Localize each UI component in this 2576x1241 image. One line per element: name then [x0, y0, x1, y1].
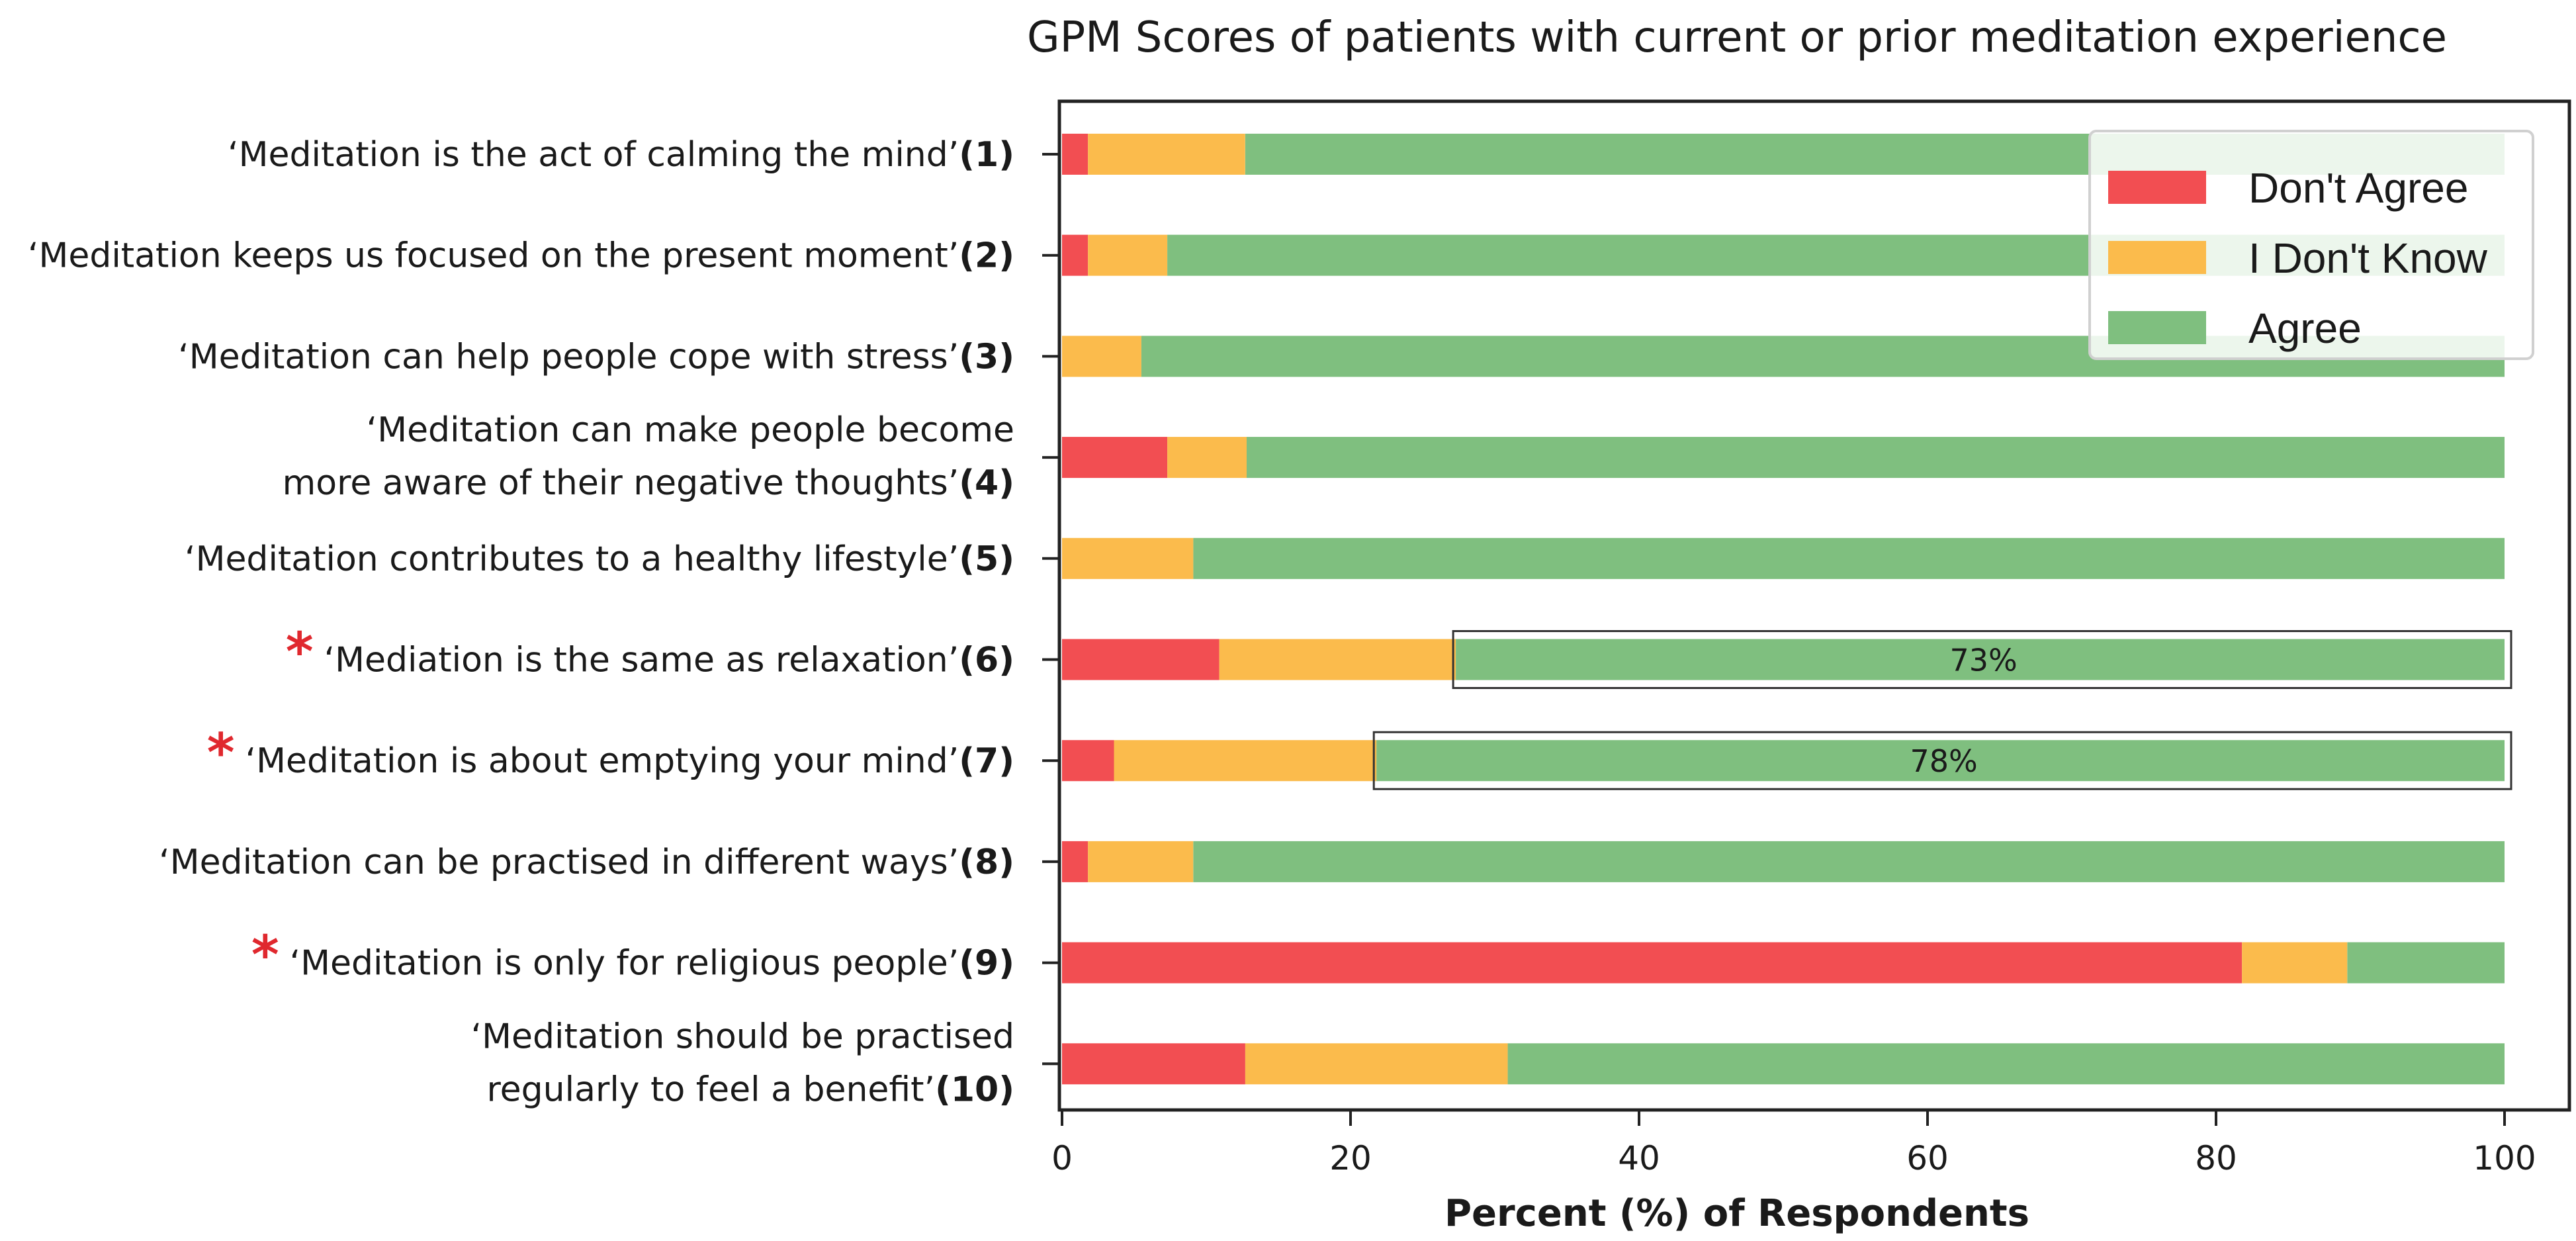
chart-title: GPM Scores of patients with current or p… [1027, 13, 2447, 62]
category-label-6: ‘Mediation is the same as relaxation’(6) [324, 641, 1014, 680]
category-number-4: (4) [959, 463, 1014, 503]
category-text-7: ‘Meditation is about emptying your mind’ [245, 741, 959, 781]
category-label-8: ‘Meditation can be practised in differen… [159, 843, 1014, 882]
legend-label-don-t-agree: Don't Agree [2248, 164, 2468, 212]
category-label-1: ‘Meditation is the act of calming the mi… [228, 135, 1014, 175]
category-number-9: (9) [959, 944, 1014, 984]
x-tick-label-40: 40 [1618, 1139, 1660, 1177]
bar-agree-5 [1193, 537, 2505, 579]
bar-don-t-agree-8 [1062, 841, 1088, 882]
bar-i-don-t-know-8 [1088, 841, 1194, 882]
category-text-3: ‘Meditation can help people cope with st… [178, 337, 959, 377]
x-axis-label: Percent (%) of Respondents [1444, 1192, 2029, 1235]
category-labels: ‘Meditation is the act of calming the mi… [28, 135, 1014, 1109]
category-text-8: ‘Meditation can be practised in differen… [159, 843, 959, 882]
bar-i-don-t-know-2 [1088, 234, 1168, 276]
bar-i-don-t-know-10 [1245, 1043, 1508, 1085]
category-number-8: (8) [959, 843, 1014, 882]
category-label-10: regularly to feel a benefit’(10) [486, 1070, 1014, 1109]
category-label-4-line1: ‘Meditation can make people become [367, 410, 1014, 450]
bar-i-don-t-know-4 [1167, 437, 1247, 479]
category-text-10: regularly to feel a benefit’ [486, 1070, 935, 1109]
legend-swatch-i-don-t-know [2108, 241, 2206, 274]
category-text-1: ‘Meditation is the act of calming the mi… [228, 135, 959, 175]
x-tick-label-80: 80 [2195, 1139, 2237, 1177]
plot-frame [1057, 99, 2571, 1112]
bar-agree-8 [1193, 841, 2505, 882]
category-number-10: (10) [935, 1070, 1014, 1109]
bar-i-don-t-know-9 [2242, 942, 2348, 984]
category-text-5: ‘Meditation contributes to a healthy lif… [185, 539, 959, 579]
significance-star-9: * [251, 925, 279, 986]
annotation-label-7: 78% [1910, 743, 1977, 779]
category-label-2: ‘Meditation keeps us focused on the pres… [28, 236, 1014, 276]
x-tick-label-60: 60 [1906, 1139, 1949, 1177]
category-number-3: (3) [959, 337, 1014, 377]
bar-i-don-t-know-1 [1088, 134, 1245, 175]
significance-star-6: * [286, 621, 314, 683]
category-text-9: ‘Meditation is only for religious people… [290, 944, 959, 984]
bar-agree-10 [1507, 1043, 2505, 1085]
significance-star-7: * [207, 722, 235, 784]
bar-i-don-t-know-5 [1062, 537, 1194, 579]
category-text-2: ‘Meditation keeps us focused on the pres… [28, 236, 959, 276]
category-label-9: ‘Meditation is only for religious people… [290, 944, 1014, 984]
legend-label-i-don-t-know: I Don't Know [2248, 234, 2488, 282]
category-number-5: (5) [959, 539, 1014, 579]
bar-agree-7 [1376, 740, 2505, 782]
x-axis: 0 20 40 60 80 100 [1042, 153, 2536, 1177]
x-tick-label-100: 100 [2473, 1139, 2536, 1177]
category-label-4: more aware of their negative thoughts’(4… [283, 463, 1014, 503]
legend-label-agree: Agree [2248, 304, 2362, 352]
x-tick-label-20: 20 [1329, 1139, 1372, 1177]
bar-don-t-agree-1 [1062, 134, 1088, 175]
category-text-6: ‘Mediation is the same as relaxation’ [324, 641, 959, 680]
legend-swatch-agree [2108, 311, 2206, 344]
bar-don-t-agree-6 [1062, 639, 1220, 680]
bar-i-don-t-know-7 [1114, 740, 1377, 782]
category-number-1: (1) [959, 135, 1014, 175]
category-label-10-line1: ‘Meditation should be practised [471, 1017, 1014, 1056]
x-tick-label-0: 0 [1051, 1139, 1073, 1177]
bar-don-t-agree-10 [1062, 1043, 1245, 1085]
bar-agree-9 [2347, 942, 2505, 984]
annotation-box-6 [1452, 630, 2512, 689]
bar-don-t-agree-4 [1062, 437, 1168, 479]
category-text-4: more aware of their negative thoughts’ [283, 463, 959, 503]
bar-agree-6 [1456, 639, 2505, 680]
bar-don-t-agree-7 [1062, 740, 1114, 782]
annotation-box-7 [1372, 731, 2512, 790]
category-label-5: ‘Meditation contributes to a healthy lif… [185, 539, 1014, 579]
bar-agree-4 [1247, 437, 2505, 479]
legend-swatch-don-t-agree [2108, 171, 2206, 204]
category-number-6: (6) [959, 641, 1014, 680]
bar-don-t-agree-2 [1062, 234, 1088, 276]
annotation-label-6: 73% [1949, 643, 2017, 678]
bar-don-t-agree-9 [1062, 942, 2243, 984]
category-label-3: ‘Meditation can help people cope with st… [178, 337, 1014, 377]
legend: Don't Agree I Don't Know Agree [2088, 130, 2534, 360]
bar-i-don-t-know-6 [1219, 639, 1456, 680]
category-number-7: (7) [959, 741, 1014, 781]
category-label-7: ‘Meditation is about emptying your mind’… [245, 741, 1014, 781]
bar-i-don-t-know-3 [1062, 336, 1141, 377]
category-number-2: (2) [959, 236, 1014, 276]
